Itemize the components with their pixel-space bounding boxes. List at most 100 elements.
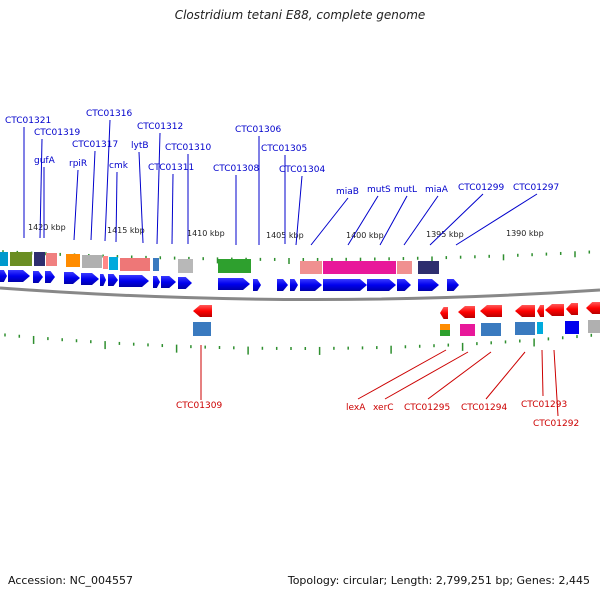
leader-line [553,349,559,417]
leader-line [310,197,349,246]
forward-gene-arrow [300,279,322,291]
reverse-gene-arrow [545,304,564,316]
cog-box [481,323,501,336]
gene-label-reverse: CTC01294 [461,403,507,413]
leader-line [403,195,439,246]
cog-box [515,322,535,335]
cog-box [66,254,80,267]
leader-line [379,195,408,246]
gene-label-forward: mutS [367,185,391,195]
gene-label-forward: CTC01297 [513,183,559,193]
gene-label-forward: CTC01306 [235,125,281,135]
forward-gene-arrow [8,270,30,282]
forward-cog-boxes [0,252,439,274]
cog-box [193,322,211,336]
leader-line [104,119,111,242]
reverse-gene-arrow [458,306,475,318]
reverse-strand-genes [193,302,600,319]
gene-label-forward: mutL [394,185,417,195]
forward-gene-arrow [418,279,439,291]
leader-line [384,351,469,400]
leader-line [357,349,447,400]
gene-label-reverse: lexA [346,403,366,413]
forward-gene-arrow [447,279,459,291]
gene-label-forward: CTC01311 [148,163,194,173]
leader-line [171,173,174,245]
gene-label-forward: rpiR [69,159,87,169]
gene-label-forward: CTC01316 [86,109,132,119]
cog-box [82,255,102,268]
forward-gene-arrow [119,275,149,287]
leader-line [295,175,303,246]
gene-label-forward: CTC01319 [34,128,80,138]
forward-gene-arrow [218,278,250,290]
gene-label-reverse: CTC01309 [176,401,222,411]
leader-line [73,169,79,241]
map-title: Clostridium tetani E88, complete genome [174,8,426,22]
reverse-gene-arrow [537,305,544,317]
scale-label: 1410 kbp [187,229,225,238]
gene-label-forward: miaB [336,187,359,197]
cog-box [153,258,159,271]
gene-label-forward: cmk [109,161,129,171]
gene-label-reverse: CTC01295 [404,403,450,413]
reverse-gene-arrow [440,307,448,319]
leader-line [429,193,484,246]
cog-box [323,261,367,274]
scale-ticks-bottom [4,333,593,355]
leader-line [541,349,544,397]
cog-box [537,322,543,334]
leader-line [156,132,161,245]
gene-label-forward: CTC01321 [5,116,51,126]
reverse-gene-arrow [515,305,535,317]
forward-gene-arrow [253,279,261,291]
gene-label-reverse: CTC01293 [521,400,567,410]
cog-box [120,258,150,271]
cog-box [0,252,8,266]
gene-label-forward: CTC01305 [261,144,307,154]
gene-label-forward: CTC01317 [72,140,118,150]
leader-line [455,193,538,246]
gene-label-forward: CTC01312 [137,122,183,132]
gene-label-forward: CTC01304 [279,165,325,175]
cog-box [10,252,32,266]
cog-box [588,320,600,333]
forward-gene-arrow [81,273,99,285]
gene-label-forward: CTC01310 [165,143,211,153]
chromosome-backbone [0,286,600,302]
scale-label: 1400 kbp [346,231,384,240]
cog-box [218,259,251,273]
leader-line [347,195,379,246]
gene-label-reverse: CTC01292 [533,419,579,429]
forward-gene-arrow [277,279,288,291]
accession-label: Accession: NC_004557 [8,574,134,587]
gene-label-forward: CTC01299 [458,183,504,193]
forward-gene-arrow [0,270,7,282]
reverse-gene-arrow [566,303,578,315]
cog-box [440,330,450,336]
leader-line [39,138,43,239]
cog-box [46,253,57,266]
leader-line [138,151,144,244]
gene-label-reverse: xerC [373,403,394,413]
reverse-cog-boxes [193,320,600,336]
forward-gene-arrow [33,271,43,283]
reverse-gene-arrow [193,305,212,317]
forward-strand-genes [0,270,459,291]
forward-gene-arrow [108,274,118,286]
gene-label-forward: lytB [131,141,149,151]
forward-gene-arrow [323,279,367,291]
cog-box [300,261,322,274]
cog-box [397,261,412,274]
scale-label: 1395 kbp [426,230,464,239]
forward-gene-arrow [290,279,298,291]
forward-gene-arrow [367,279,396,291]
gene-label-forward: miaA [425,185,449,195]
cog-box [460,324,475,336]
leader-line [90,150,96,241]
leader-line [115,171,118,243]
genome-stats-label: Topology: circular; Length: 2,799,251 bp… [287,574,590,587]
reverse-gene-arrow [586,302,600,314]
